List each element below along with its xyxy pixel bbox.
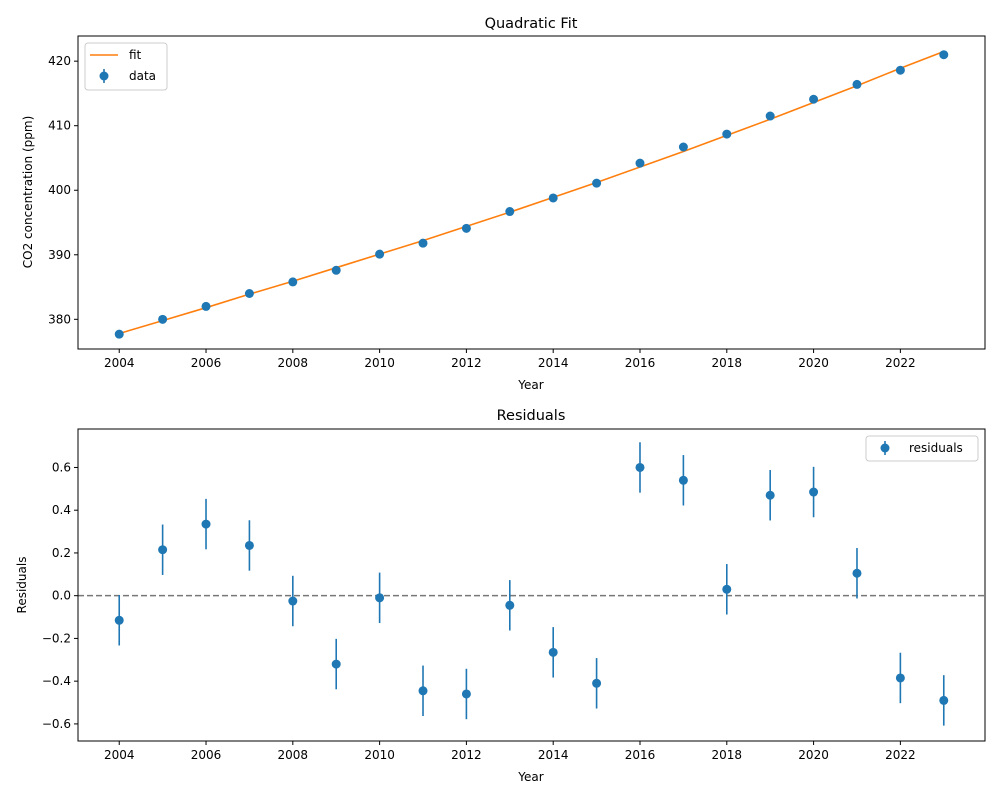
residuals-y-tick-label: 0.2 [52,546,71,560]
residuals-y-tick-label: 0.6 [52,460,71,474]
fit-series-line-fit [118,50,945,335]
fit-x-axis-label: Year [517,378,543,392]
residuals-x-tick-label: 2018 [712,748,743,762]
residuals-y-axis-label: Residuals [15,557,29,614]
fit-legend: fit data [84,42,168,91]
residuals-data-point [331,659,341,669]
residuals-data-point [418,686,428,696]
fit-data-point [895,65,905,75]
residuals-x-tick-label: 2006 [191,748,222,762]
fit-x-tick-label: 2004 [104,356,135,370]
residuals-plot-area [78,442,985,726]
fit-data-point [375,249,385,259]
residuals-data-point [592,678,602,688]
fit-data-point [852,79,862,89]
residuals-data-point [678,475,688,485]
residuals-panel-title: Residuals [497,408,566,424]
residuals-y-tick-label: 0.4 [52,503,71,517]
residuals-panel: Residuals 2004 2006 2008 2010 2012 2014 2016 20… [15,408,986,784]
fit-x-tick-label: 2010 [364,356,395,370]
residuals-data-point [288,596,298,606]
fit-data-point [548,193,558,203]
residuals-data-point [158,545,168,555]
residuals-data-point [722,584,732,594]
fit-legend-marker-swatch [99,71,109,81]
fit-y-ticks: 380 390 400 410 420 [48,54,78,326]
fit-data-point [722,129,732,139]
residuals-x-tick-label: 2014 [538,748,569,762]
fit-data-point [505,207,515,217]
residuals-legend: residuals [865,435,979,462]
residuals-data-point [461,689,471,699]
fit-data-point [114,329,124,339]
fit-data-point [158,314,168,324]
residuals-x-axis-label: Year [517,770,543,784]
fit-legend-label-fit: fit [129,48,142,62]
fit-x-tick-label: 2016 [625,356,656,370]
residuals-x-tick-label: 2020 [798,748,829,762]
residuals-legend-label: residuals [909,441,963,455]
fit-data-point [635,158,645,168]
fit-axes-frame [77,35,986,350]
fit-plot-area [114,50,949,339]
fit-data-point [331,265,341,275]
fit-data-point [288,277,298,287]
fit-panel: Quadratic Fit 2004 2006 2008 2010 2012 2014 20… [21,16,986,392]
fit-y-tick-label: 380 [48,312,71,326]
residuals-x-tick-label: 2010 [364,748,395,762]
fit-legend-label-data: data [129,69,156,83]
residuals-data-point [548,647,558,657]
residuals-data-point [635,462,645,472]
residuals-x-tick-label: 2012 [451,748,482,762]
residuals-x-tick-label: 2008 [278,748,309,762]
residuals-axes-frame [77,428,986,742]
fit-data-point [765,111,775,121]
fit-data-point [418,238,428,248]
residuals-data-point [765,490,775,500]
residuals-y-tick-label: −0.6 [42,717,71,731]
residuals-x-ticks: 2004 2006 2008 2010 2012 2014 2016 2018 2020 2022 [104,741,916,762]
fit-data-point [244,288,254,298]
residuals-data-point [809,487,819,497]
residuals-legend-marker-swatch [880,443,890,453]
fit-x-tick-label: 2012 [451,356,482,370]
fit-x-ticks: 2004 2006 2008 2010 2012 2014 2016 2018 2020 2022 [104,349,916,370]
fit-y-tick-label: 400 [48,183,71,197]
fit-y-axis-label: CO2 concentration (ppm) [21,116,35,268]
fit-panel-title: Quadratic Fit [485,16,578,32]
fit-x-tick-label: 2008 [278,356,309,370]
residuals-data-point [895,673,905,683]
fit-y-tick-label: 410 [48,119,71,133]
residuals-x-tick-label: 2004 [104,748,135,762]
fit-y-tick-label: 420 [48,54,71,68]
residuals-y-tick-label: −0.2 [42,631,71,645]
residuals-data-point [244,540,254,550]
fit-x-tick-label: 2022 [885,356,916,370]
residuals-data-point [939,695,949,705]
fit-x-tick-label: 2020 [798,356,829,370]
residuals-data-point [201,519,211,529]
fit-data-point [201,301,211,311]
residuals-legend-box [865,435,979,462]
residuals-x-tick-label: 2022 [885,748,916,762]
residuals-y-tick-label: −0.4 [42,674,71,688]
residuals-y-tick-label: 0.0 [52,589,71,603]
fit-data-point [592,178,602,188]
fit-x-tick-label: 2018 [712,356,743,370]
residuals-data-point [114,615,124,625]
residuals-y-ticks: −0.6 −0.4 −0.2 0.0 0.2 0.4 0.6 [42,460,78,731]
fit-data-point [939,50,949,60]
fit-y-tick-label: 390 [48,248,71,262]
fit-data-point [678,142,688,152]
residuals-data-point [852,568,862,578]
fit-x-tick-label: 2014 [538,356,569,370]
residuals-x-tick-label: 2016 [625,748,656,762]
fit-x-tick-label: 2006 [191,356,222,370]
residuals-data-point [375,593,385,603]
fit-data-point [461,223,471,233]
fit-data-point [809,94,819,104]
residuals-data-point [505,600,515,610]
